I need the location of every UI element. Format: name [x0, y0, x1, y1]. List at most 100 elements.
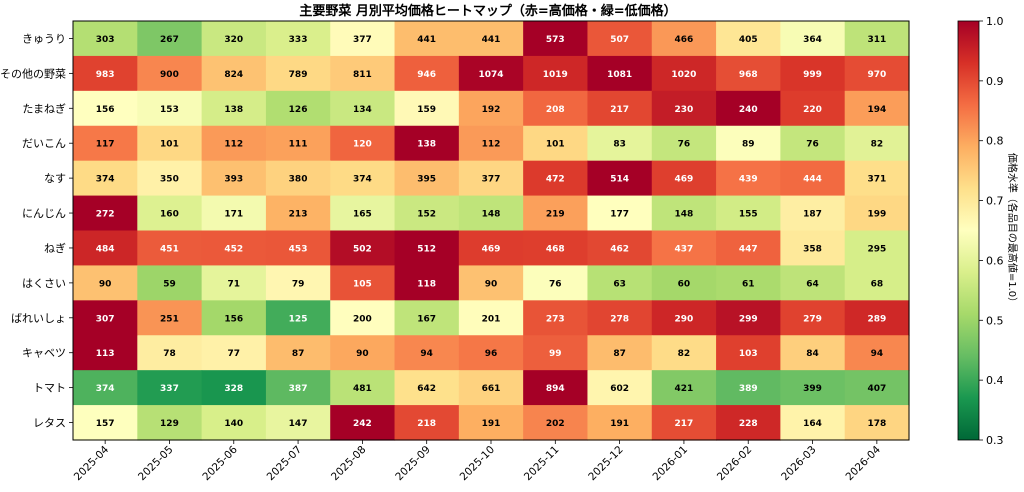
column-label: 2025-05: [136, 444, 176, 484]
cell-value-label: 399: [803, 384, 822, 394]
heatmap-cell: [780, 335, 846, 371]
cell-value-label: 267: [160, 35, 179, 45]
cell-value-label: 968: [739, 70, 758, 80]
heatmap-cell: [201, 405, 267, 441]
cell-value-label: 983: [96, 70, 115, 80]
cell-value-label: 295: [867, 244, 886, 254]
heatmap-cell: [201, 90, 267, 127]
cell-value-label: 101: [546, 140, 565, 150]
colorbar-label: 価格水準（各品目の最高値=1.0）: [1006, 153, 1019, 307]
cell-value-label: 164: [803, 419, 822, 429]
cell-value-label: 78: [163, 349, 176, 359]
row-label: ねぎ: [44, 241, 66, 255]
cell-value-label: 389: [739, 384, 758, 394]
cell-value-label: 61: [742, 279, 755, 289]
cell-value-label: 178: [867, 419, 886, 429]
cell-value-label: 512: [417, 244, 436, 254]
cell-value-label: 240: [739, 105, 758, 115]
column-label: 2025-10: [458, 444, 498, 484]
cell-value-label: 90: [356, 349, 369, 359]
cell-value-label: 407: [867, 384, 886, 394]
cell-value-label: 155: [739, 210, 758, 220]
cell-value-label: 337: [160, 384, 179, 394]
heatmap-cell: [651, 335, 717, 371]
cell-value-label: 444: [803, 175, 822, 185]
cell-value-label: 421: [675, 384, 694, 394]
heatmap-cell: [137, 335, 203, 371]
heatmap-cell: [330, 230, 396, 267]
cell-value-label: 167: [417, 314, 436, 324]
heatmap-cell: [394, 230, 460, 267]
heatmap-cell: [265, 405, 331, 441]
heatmap-cell: [265, 300, 331, 336]
cell-value-label: 811: [353, 70, 372, 80]
cell-value-label: 171: [224, 210, 243, 220]
cell-value-label: 187: [803, 210, 822, 220]
cell-value-label: 484: [96, 244, 115, 254]
heatmap-cell: [394, 55, 460, 92]
cell-value-label: 502: [353, 244, 372, 254]
cell-value-label: 299: [739, 314, 758, 324]
cell-value-label: 1019: [543, 70, 568, 80]
heatmap-cell: [330, 195, 396, 232]
heatmap-cell: [587, 55, 653, 92]
heatmap-cell: [716, 230, 781, 267]
cell-value-label: 573: [546, 35, 565, 45]
heatmap-cell: [780, 300, 846, 336]
row-label: レタス: [33, 417, 66, 430]
heatmap-cell: [587, 195, 653, 232]
chart-title: 主要野菜 月別平均価格ヒートマップ（赤=高価格・緑=低価格）: [299, 3, 676, 19]
heatmap-cell: [844, 55, 910, 92]
row-label: にんじん: [22, 207, 66, 220]
cell-value-label: 84: [806, 349, 819, 359]
heatmap-cell: [73, 230, 138, 267]
heatmap-cell: [780, 21, 846, 57]
heatmap-cell: [330, 21, 396, 57]
cell-value-label: 191: [610, 419, 629, 429]
heatmap-cell: [587, 300, 653, 336]
heatmap-cell: [587, 21, 653, 57]
heatmap-cell: [651, 405, 717, 441]
heatmap-cell: [201, 55, 267, 92]
heatmap-cell: [265, 370, 331, 406]
cell-value-label: 514: [610, 175, 629, 185]
cell-value-label: 138: [224, 105, 243, 115]
heatmap-cell: [458, 90, 524, 127]
heatmap-cell: [394, 195, 460, 232]
heatmap-cell: [716, 300, 781, 336]
cell-value-label: 1020: [671, 70, 696, 80]
heatmap-cell: [716, 405, 781, 441]
heatmap-cell: [844, 405, 910, 441]
heatmap-cell: [523, 160, 589, 197]
heatmap-cell: [73, 300, 138, 336]
cell-value-label: 117: [96, 140, 115, 150]
heatmap-cell: [137, 405, 203, 441]
cell-value-label: 64: [806, 279, 819, 289]
heatmap-cell: [394, 90, 460, 127]
colorbar-tick-label: 0.6: [986, 254, 1004, 267]
heatmap-cell: [523, 125, 589, 162]
cell-value-label: 59: [163, 279, 176, 289]
cell-value-label: 113: [96, 349, 115, 359]
heatmap-cell: [780, 405, 846, 441]
heatmap-cell: [844, 90, 910, 127]
heatmap-cell: [523, 405, 589, 441]
heatmap-cell: [716, 160, 781, 197]
cell-value-label: 358: [803, 244, 822, 254]
heatmap-cell: [330, 90, 396, 127]
heatmap-cell: [458, 405, 524, 441]
heatmap-cell: [201, 370, 267, 406]
cell-value-label: 441: [482, 35, 501, 45]
heatmap-cell: [587, 230, 653, 267]
cell-value-label: 202: [546, 419, 565, 429]
heatmap-cell: [201, 125, 267, 162]
heatmap-cell: [137, 160, 203, 197]
heatmap-cell: [780, 370, 846, 406]
heatmap-cell: [394, 405, 460, 441]
cell-value-label: 481: [353, 384, 372, 394]
heatmap-cell: [330, 125, 396, 162]
heatmap-cell: [716, 265, 781, 301]
cell-value-label: 999: [803, 70, 822, 80]
heatmap-cell: [137, 230, 203, 267]
heatmap-cell: [651, 21, 717, 57]
